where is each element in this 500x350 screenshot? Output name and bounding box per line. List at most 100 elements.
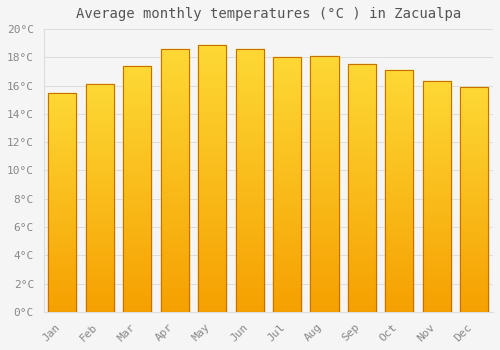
Bar [236, 280, 264, 283]
Bar [310, 233, 338, 235]
Bar [86, 216, 114, 219]
Bar [236, 170, 264, 173]
Bar [273, 101, 301, 103]
Bar [86, 275, 114, 278]
Bar [123, 238, 152, 240]
Bar [86, 273, 114, 275]
Bar [348, 77, 376, 79]
Bar [386, 280, 413, 283]
Bar [160, 173, 189, 175]
Bar [236, 283, 264, 286]
Bar [273, 205, 301, 208]
Bar [386, 164, 413, 167]
Bar [310, 87, 338, 89]
Bar [348, 220, 376, 223]
Bar [236, 196, 264, 199]
Bar [348, 146, 376, 149]
Bar [236, 212, 264, 215]
Bar [460, 146, 488, 148]
Bar [386, 278, 413, 280]
Bar [48, 132, 76, 134]
Bar [236, 104, 264, 107]
Bar [273, 68, 301, 70]
Bar [348, 225, 376, 228]
Bar [273, 118, 301, 121]
Bar [86, 264, 114, 266]
Bar [48, 156, 76, 159]
Bar [460, 274, 488, 276]
Bar [386, 150, 413, 152]
Bar [460, 112, 488, 114]
Bar [198, 197, 226, 199]
Bar [273, 103, 301, 106]
Bar [123, 295, 152, 297]
Bar [386, 155, 413, 157]
Bar [236, 270, 264, 273]
Bar [386, 75, 413, 77]
Bar [310, 79, 338, 82]
Bar [386, 162, 413, 164]
Bar [86, 198, 114, 200]
Bar [310, 258, 338, 261]
Bar [386, 307, 413, 309]
Bar [310, 194, 338, 197]
Bar [123, 189, 152, 191]
Bar [236, 120, 264, 122]
Bar [348, 243, 376, 245]
Bar [423, 107, 451, 109]
Bar [273, 208, 301, 210]
Bar [198, 44, 226, 47]
Bar [310, 115, 338, 117]
Bar [198, 130, 226, 133]
Bar [123, 182, 152, 184]
Bar [423, 144, 451, 146]
Bar [348, 307, 376, 309]
Bar [198, 96, 226, 98]
Bar [348, 82, 376, 84]
Bar [348, 201, 376, 203]
Bar [160, 164, 189, 167]
Bar [48, 176, 76, 178]
Bar [348, 240, 376, 243]
Bar [198, 52, 226, 55]
Bar [273, 256, 301, 259]
Bar [310, 153, 338, 156]
Bar [310, 148, 338, 150]
Bar [198, 157, 226, 160]
Bar [310, 143, 338, 146]
Bar [273, 284, 301, 287]
Bar [310, 253, 338, 255]
Bar [198, 237, 226, 240]
Bar [123, 201, 152, 204]
Bar [348, 119, 376, 121]
Bar [423, 236, 451, 238]
Bar [86, 107, 114, 109]
Bar [386, 205, 413, 208]
Bar [48, 244, 76, 246]
Bar [310, 220, 338, 222]
Bar [310, 176, 338, 179]
Bar [86, 280, 114, 282]
Bar [386, 174, 413, 176]
Bar [160, 254, 189, 257]
Bar [460, 202, 488, 204]
Bar [460, 276, 488, 278]
Bar [123, 300, 152, 302]
Bar [423, 252, 451, 254]
Bar [48, 211, 76, 213]
Bar [160, 99, 189, 101]
Bar [198, 240, 226, 243]
Bar [198, 261, 226, 264]
Bar [123, 302, 152, 304]
Bar [160, 102, 189, 104]
Bar [86, 310, 114, 312]
Bar [423, 268, 451, 271]
Bar [198, 154, 226, 157]
Bar [273, 309, 301, 312]
Bar [460, 100, 488, 103]
Bar [236, 57, 264, 60]
Bar [123, 135, 152, 137]
Bar [198, 138, 226, 141]
Bar [423, 305, 451, 307]
Bar [348, 171, 376, 173]
